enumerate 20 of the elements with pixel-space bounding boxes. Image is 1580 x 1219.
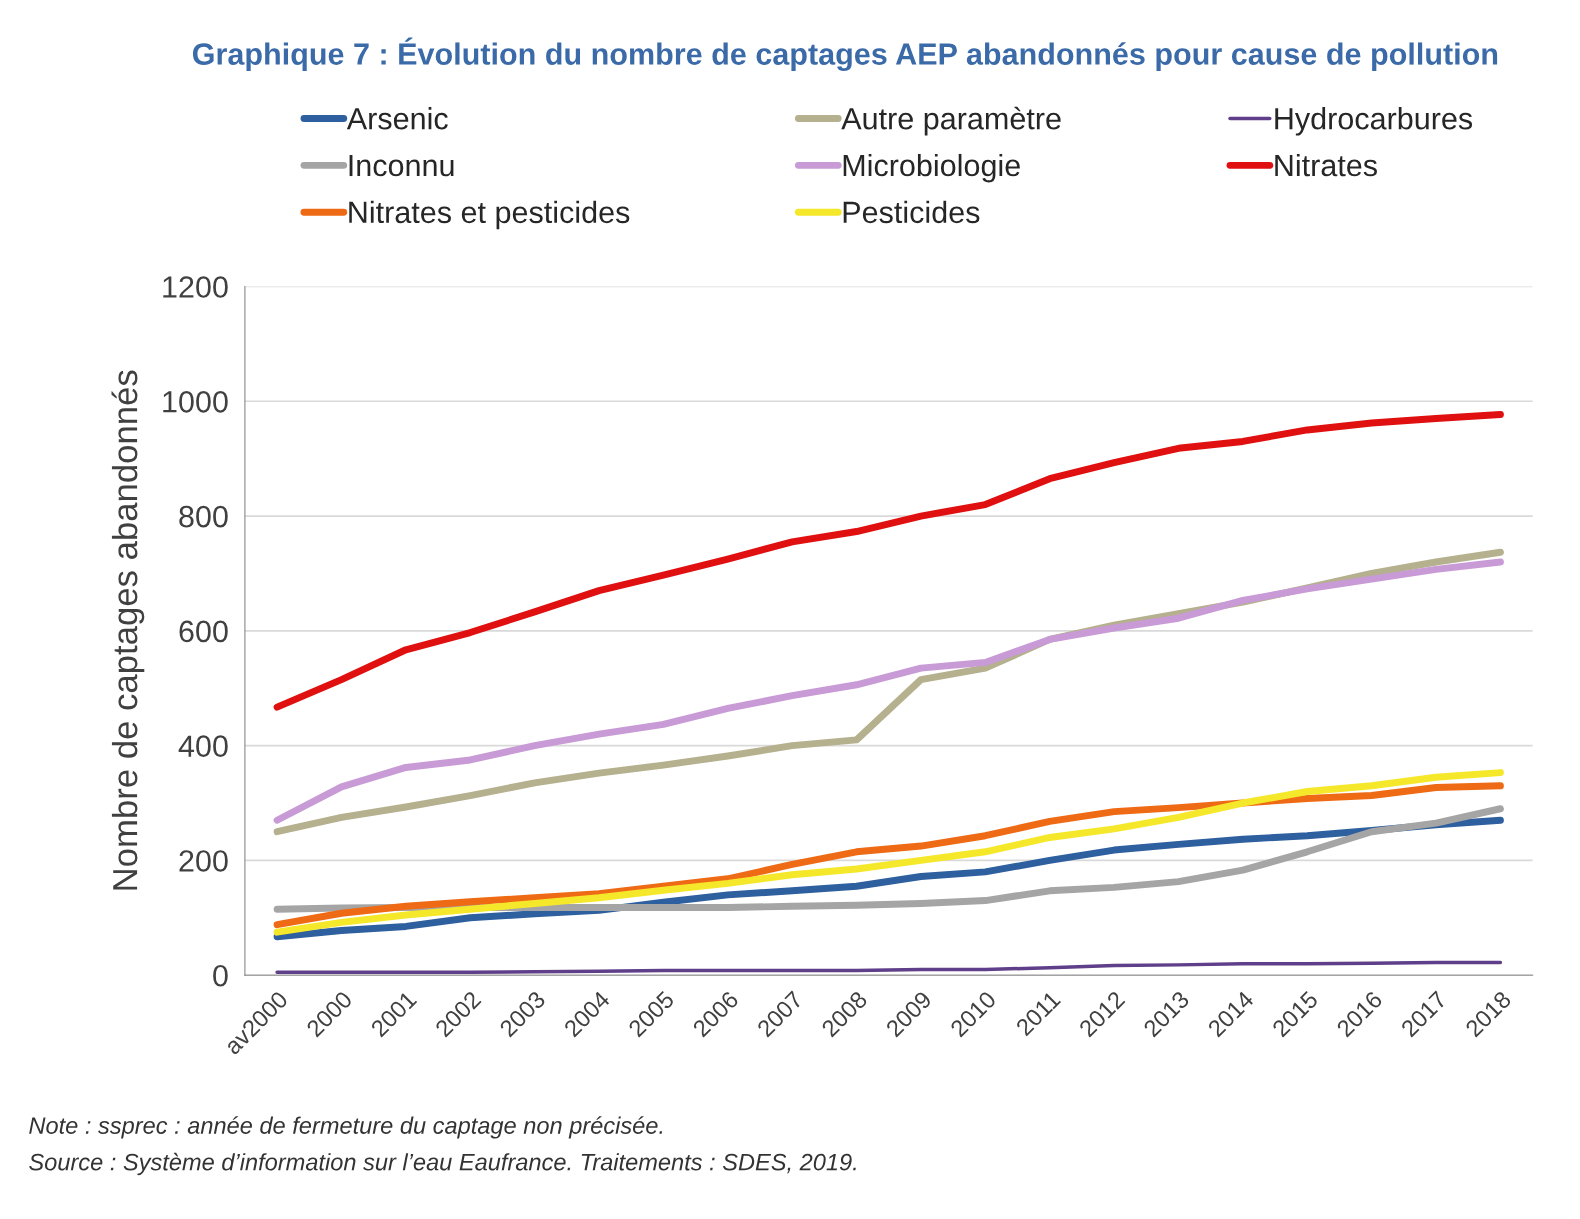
legend-label: Microbiologie bbox=[843, 153, 1020, 183]
y-tick-label: 1000 bbox=[163, 390, 228, 413]
legend-label: Arsenic bbox=[346, 107, 448, 130]
chart-title: Graphique 7 : Évolution du nombre de captages AEP abandonnés pour cause de pollution bbox=[192, 37, 1498, 72]
y-axis-title: Nombre de captages abandonnés bbox=[111, 370, 145, 890]
legend-label: Hydrocarbures bbox=[1275, 107, 1473, 136]
y-tick-label: 200 bbox=[179, 850, 228, 872]
legend-label: Nitrates bbox=[1275, 153, 1377, 177]
legend-label: Pesticides bbox=[843, 200, 980, 224]
y-tick-label: 400 bbox=[178, 735, 228, 757]
y-tick-label: 800 bbox=[179, 505, 228, 528]
y-tick-label: 1200 bbox=[163, 276, 228, 298]
source-note: Source : Système d’information sur l’eau Eaufrance. Traitements : SDES, 2019. bbox=[29, 1152, 856, 1176]
y-tick-label: 0 bbox=[213, 964, 228, 987]
legend-label: Nitrates et pesticides bbox=[349, 200, 630, 230]
y-tick-label: 600 bbox=[179, 620, 228, 643]
legend-label: Inconnu bbox=[349, 155, 454, 177]
line-series bbox=[275, 960, 1503, 975]
legend-label: Autre paramètre bbox=[841, 106, 1061, 136]
text: Note : ssprec : année de fermeture du captage non précisée. bbox=[29, 1116, 663, 1139]
